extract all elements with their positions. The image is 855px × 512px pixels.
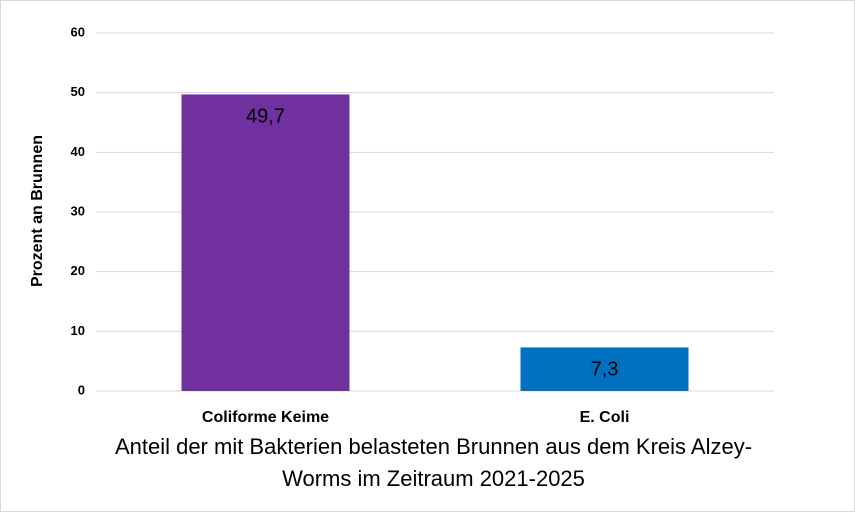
value-label: 7,3 bbox=[591, 359, 619, 381]
bar bbox=[181, 94, 350, 391]
y-tick-label: 10 bbox=[71, 323, 85, 338]
y-tick-label: 50 bbox=[71, 84, 85, 99]
y-tick-label: 40 bbox=[71, 144, 85, 159]
bar bbox=[520, 347, 689, 391]
value-label: 49,7 bbox=[246, 106, 285, 128]
chart: Prozent an Brunnen 0 10 20 30 40 50 60 Coliform… bbox=[29, 24, 774, 426]
x-tick-label: E. Coli bbox=[580, 409, 630, 426]
y-tick-label: 0 bbox=[78, 382, 85, 397]
y-axis-label: Prozent an Brunnen bbox=[29, 135, 46, 287]
chart-title: Anteil der mit Bakterien belasteten Brun… bbox=[114, 434, 753, 491]
x-tick-label: Coliforme Keime bbox=[202, 409, 329, 426]
y-tick-label: 30 bbox=[71, 203, 85, 218]
y-tick-label: 60 bbox=[71, 24, 85, 39]
y-tick-label: 20 bbox=[71, 263, 85, 278]
